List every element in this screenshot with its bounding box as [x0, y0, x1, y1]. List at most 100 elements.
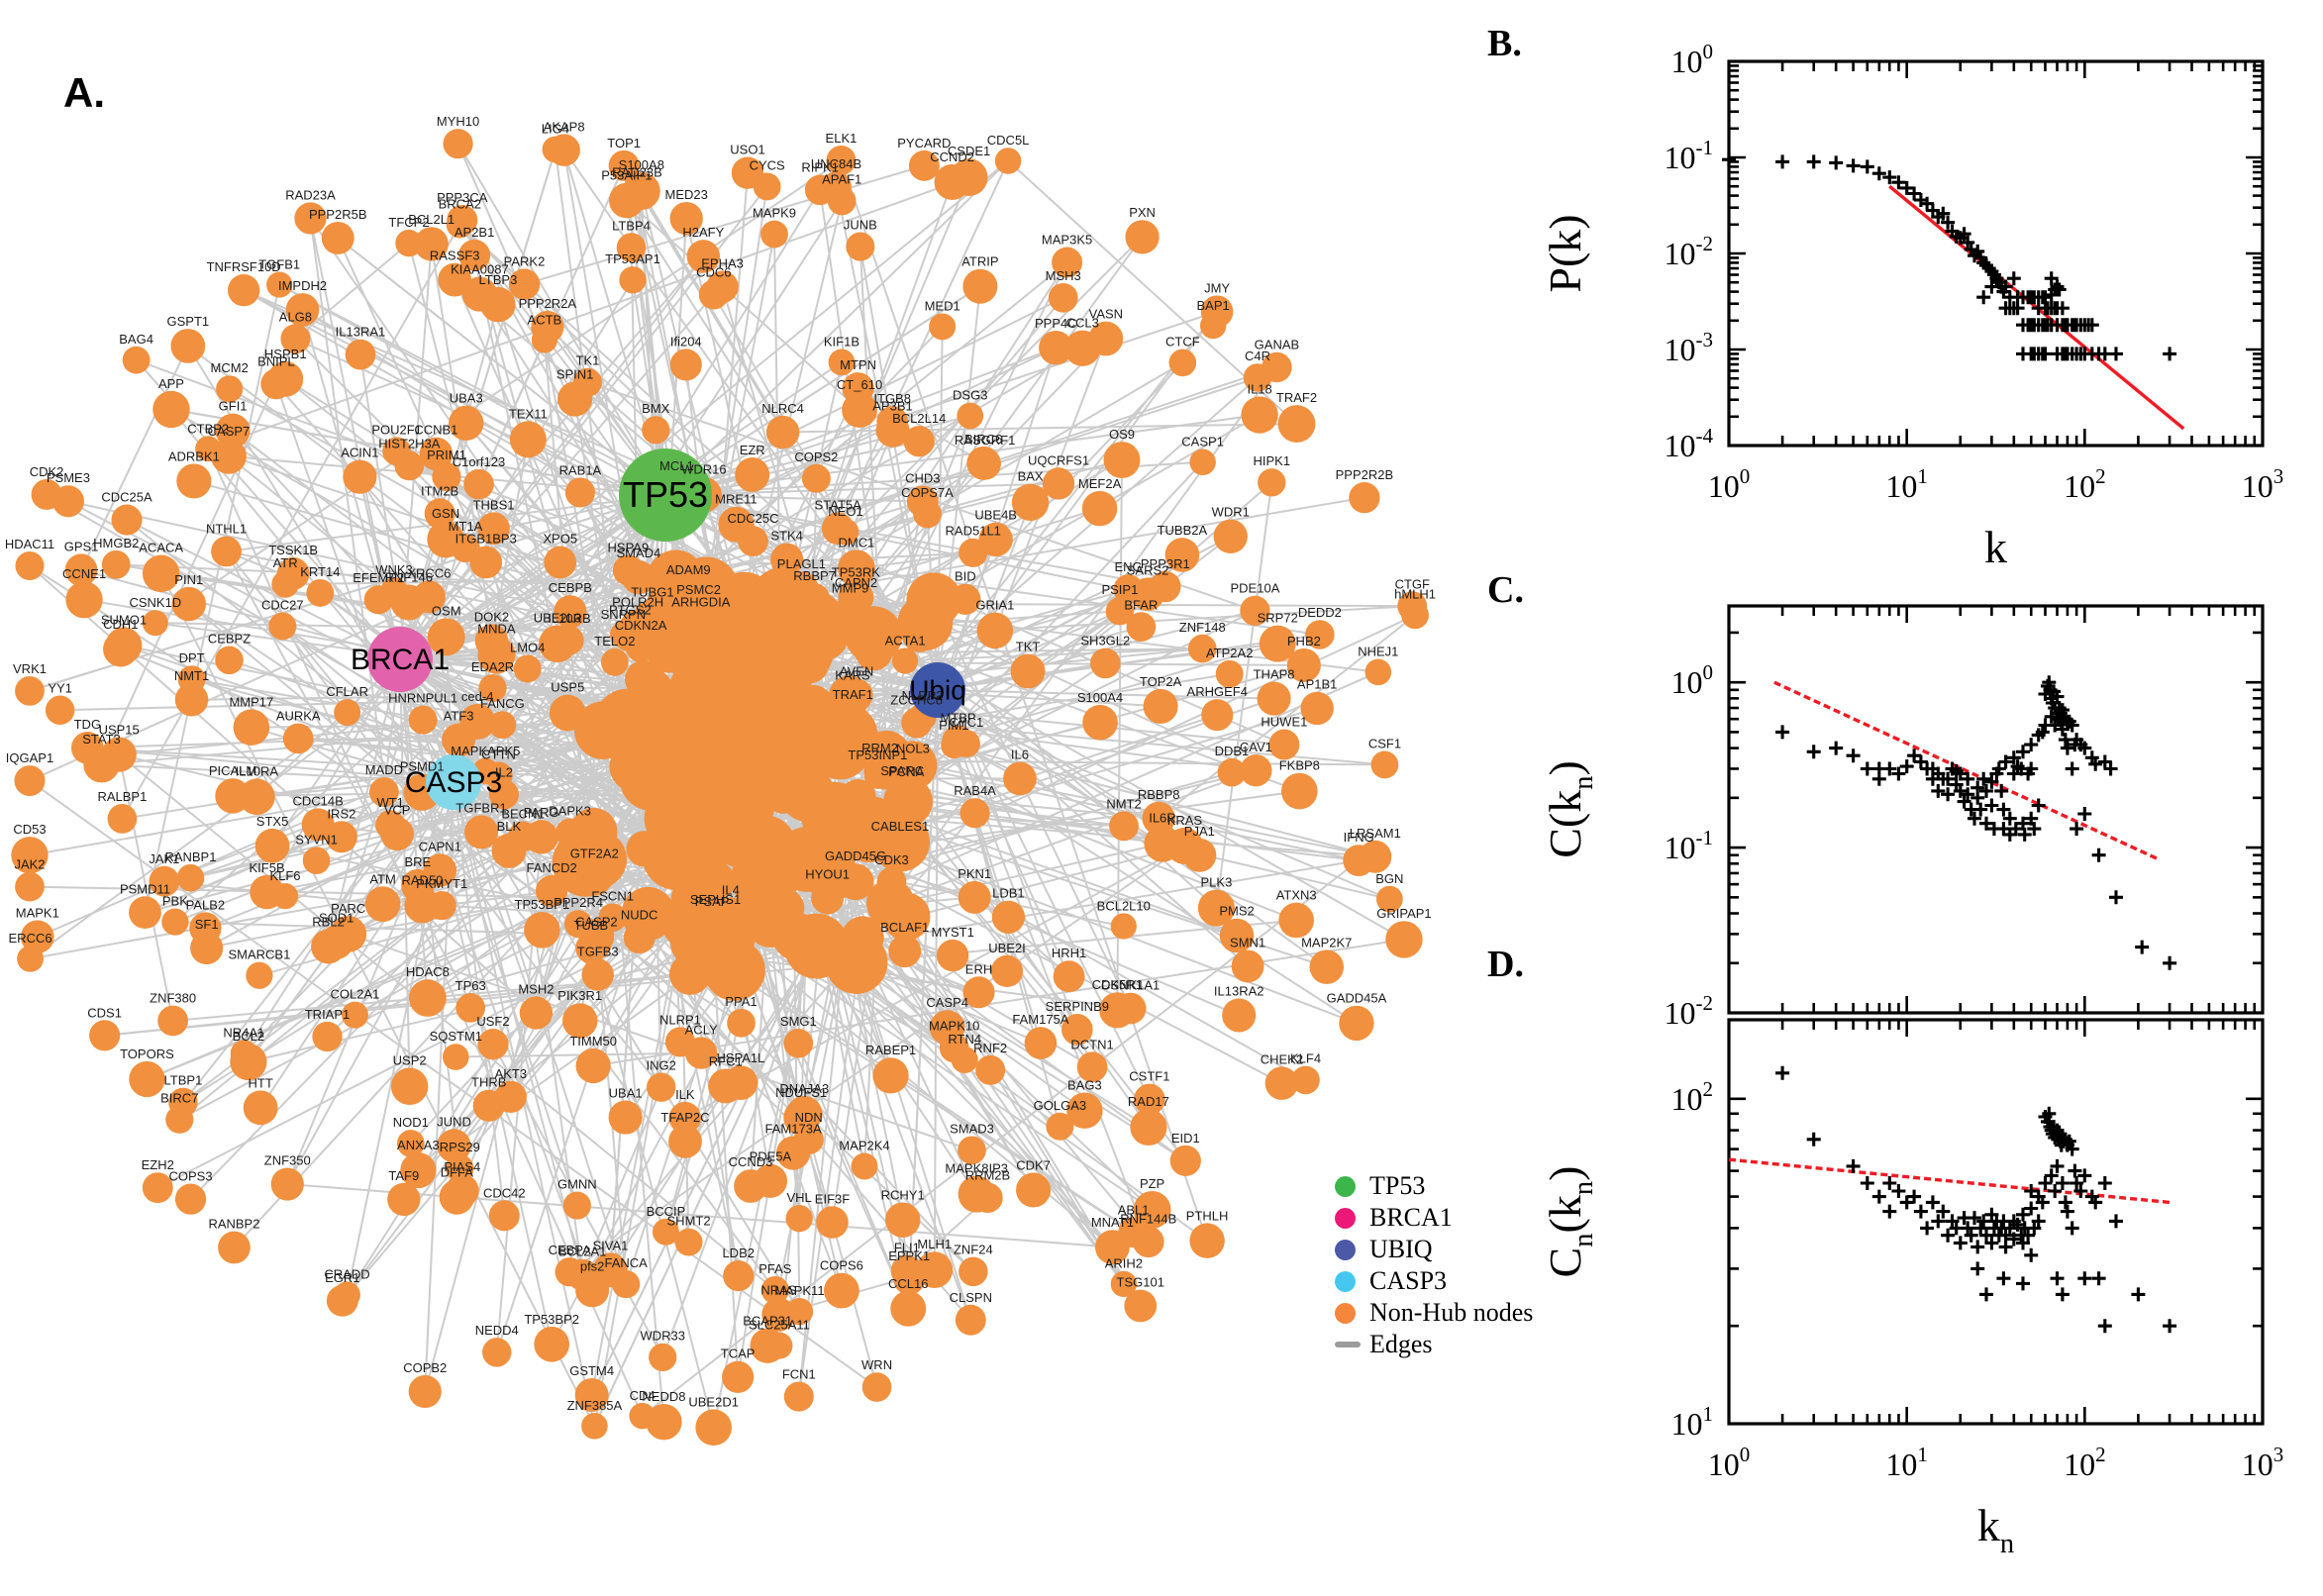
network-node	[1264, 1066, 1299, 1100]
network-node	[838, 579, 874, 616]
network-node-label: RBL2	[312, 915, 345, 930]
network-node-label: MAPK1	[16, 905, 59, 920]
network-node-label: IL2	[495, 764, 513, 779]
network-node	[1133, 1190, 1171, 1229]
network-node	[1066, 1092, 1103, 1129]
network-node	[1064, 330, 1101, 366]
network-node-label: LMO4	[510, 640, 545, 654]
scatter-points	[1775, 1065, 2177, 1334]
network-node	[233, 709, 270, 746]
network-node	[1286, 648, 1321, 682]
network-node	[1082, 704, 1118, 741]
network-node-label: PSIP1	[1101, 582, 1138, 597]
network-node-label: SEPHS1	[690, 892, 741, 907]
network-node-label: PIN1	[174, 572, 203, 587]
network-node-label: THBS1	[473, 497, 515, 512]
network-node	[1197, 889, 1235, 927]
network-node	[891, 648, 919, 674]
network-node-label: CTGF	[1395, 576, 1430, 591]
network-node	[1217, 757, 1247, 787]
network-node-label: VCP	[384, 803, 411, 818]
network-node-label: DDB1	[1215, 744, 1250, 758]
network-node-label: GSPT1	[167, 314, 210, 329]
network-node-label: MNDA	[477, 622, 516, 637]
network-node	[276, 556, 310, 590]
network-node-label: SF1	[195, 917, 219, 932]
network-node-label: RALBP1	[97, 789, 147, 804]
network-node	[863, 761, 891, 789]
network-node-label: ZCCHC8	[890, 693, 943, 708]
network-node	[564, 477, 595, 508]
network-node-label: TELO2	[594, 634, 635, 648]
network-node-label: WRN	[861, 1357, 892, 1372]
network-node-label: ATM	[369, 871, 395, 886]
network-node	[770, 543, 804, 576]
network-node-label: TOP1	[607, 136, 641, 150]
network-node-label: TUBB	[574, 918, 609, 933]
network-node	[301, 808, 335, 842]
network-node	[561, 1003, 598, 1039]
network-node-label: MTPN	[840, 357, 876, 372]
network-node	[1090, 648, 1121, 679]
network-node-label: RNF2	[973, 1041, 1007, 1055]
network-node-label: EFEMP2	[353, 570, 404, 585]
network-node	[872, 1057, 909, 1094]
network-node	[455, 993, 486, 1023]
network-node	[1278, 902, 1314, 939]
network-node	[664, 1027, 696, 1057]
network-node-label: GADD45G	[825, 848, 886, 863]
network-node	[1187, 634, 1217, 663]
network-node-label: KRAS	[1167, 813, 1203, 828]
network-node	[246, 961, 273, 989]
network-node	[531, 327, 557, 353]
network-node-label: PKN1	[958, 866, 991, 881]
network-node	[395, 229, 423, 257]
network-node-label: C4R	[1245, 349, 1270, 363]
network-node-label: CDK3	[874, 852, 909, 867]
hub-node-casp3	[426, 754, 481, 810]
network-node-label: HNRNPUL1	[388, 691, 457, 706]
network-node-label: TCAP	[721, 1347, 756, 1361]
network-node-label: TKT	[1016, 640, 1041, 654]
network-node	[642, 416, 670, 445]
network-node-label: BGN	[1375, 871, 1403, 886]
network-node-label: ARHGDIA	[671, 595, 731, 610]
network-node	[1370, 750, 1399, 779]
network-node-label: PSME3	[47, 470, 90, 485]
network-node-label: DSG3	[953, 388, 987, 403]
network-node	[1215, 659, 1244, 688]
network-node	[686, 240, 721, 273]
network-node	[507, 821, 539, 852]
network-node	[380, 577, 408, 605]
network-node-label: COL2A1	[331, 987, 380, 1002]
network-node	[753, 1163, 788, 1198]
network-node-label: MSH3	[1046, 268, 1081, 283]
network-node-label: SOD1	[319, 911, 354, 926]
network-node-label: HRH1	[1052, 946, 1086, 960]
network-node	[215, 646, 244, 675]
network-node-label: CAPN2	[835, 575, 877, 590]
axis-tick-label: 101	[1671, 1402, 1714, 1442]
network-node-label: Ifi204	[670, 334, 702, 349]
network-node	[908, 150, 940, 181]
network-node	[488, 1200, 520, 1232]
network-node-label: FLI1	[894, 1241, 920, 1255]
network-node-label: ACLY	[685, 1022, 718, 1037]
network-node-label: LDB2	[722, 1246, 755, 1260]
network-node-label: PIK3R1	[557, 988, 602, 1003]
network-node	[89, 1020, 121, 1051]
network-node-label: RBBP7	[793, 568, 836, 583]
network-node-label: ATRIP	[961, 254, 998, 269]
network-node	[15, 550, 45, 581]
network-node	[306, 578, 335, 607]
fit-line	[1728, 1157, 2171, 1205]
network-node-label: UBE4B	[974, 508, 1017, 523]
network-node-label: BCL2L1	[408, 212, 454, 227]
network-node-label: CLSPN	[950, 1290, 992, 1305]
network-node-label: EIF3F	[815, 1191, 850, 1206]
network-node-label: POLR2H	[612, 595, 663, 610]
network-node-label: BAP1	[1197, 298, 1230, 313]
network-node	[302, 847, 331, 875]
legend-item-label: CASP3	[1369, 1266, 1448, 1295]
network-node-label: SARS2	[1127, 562, 1169, 577]
